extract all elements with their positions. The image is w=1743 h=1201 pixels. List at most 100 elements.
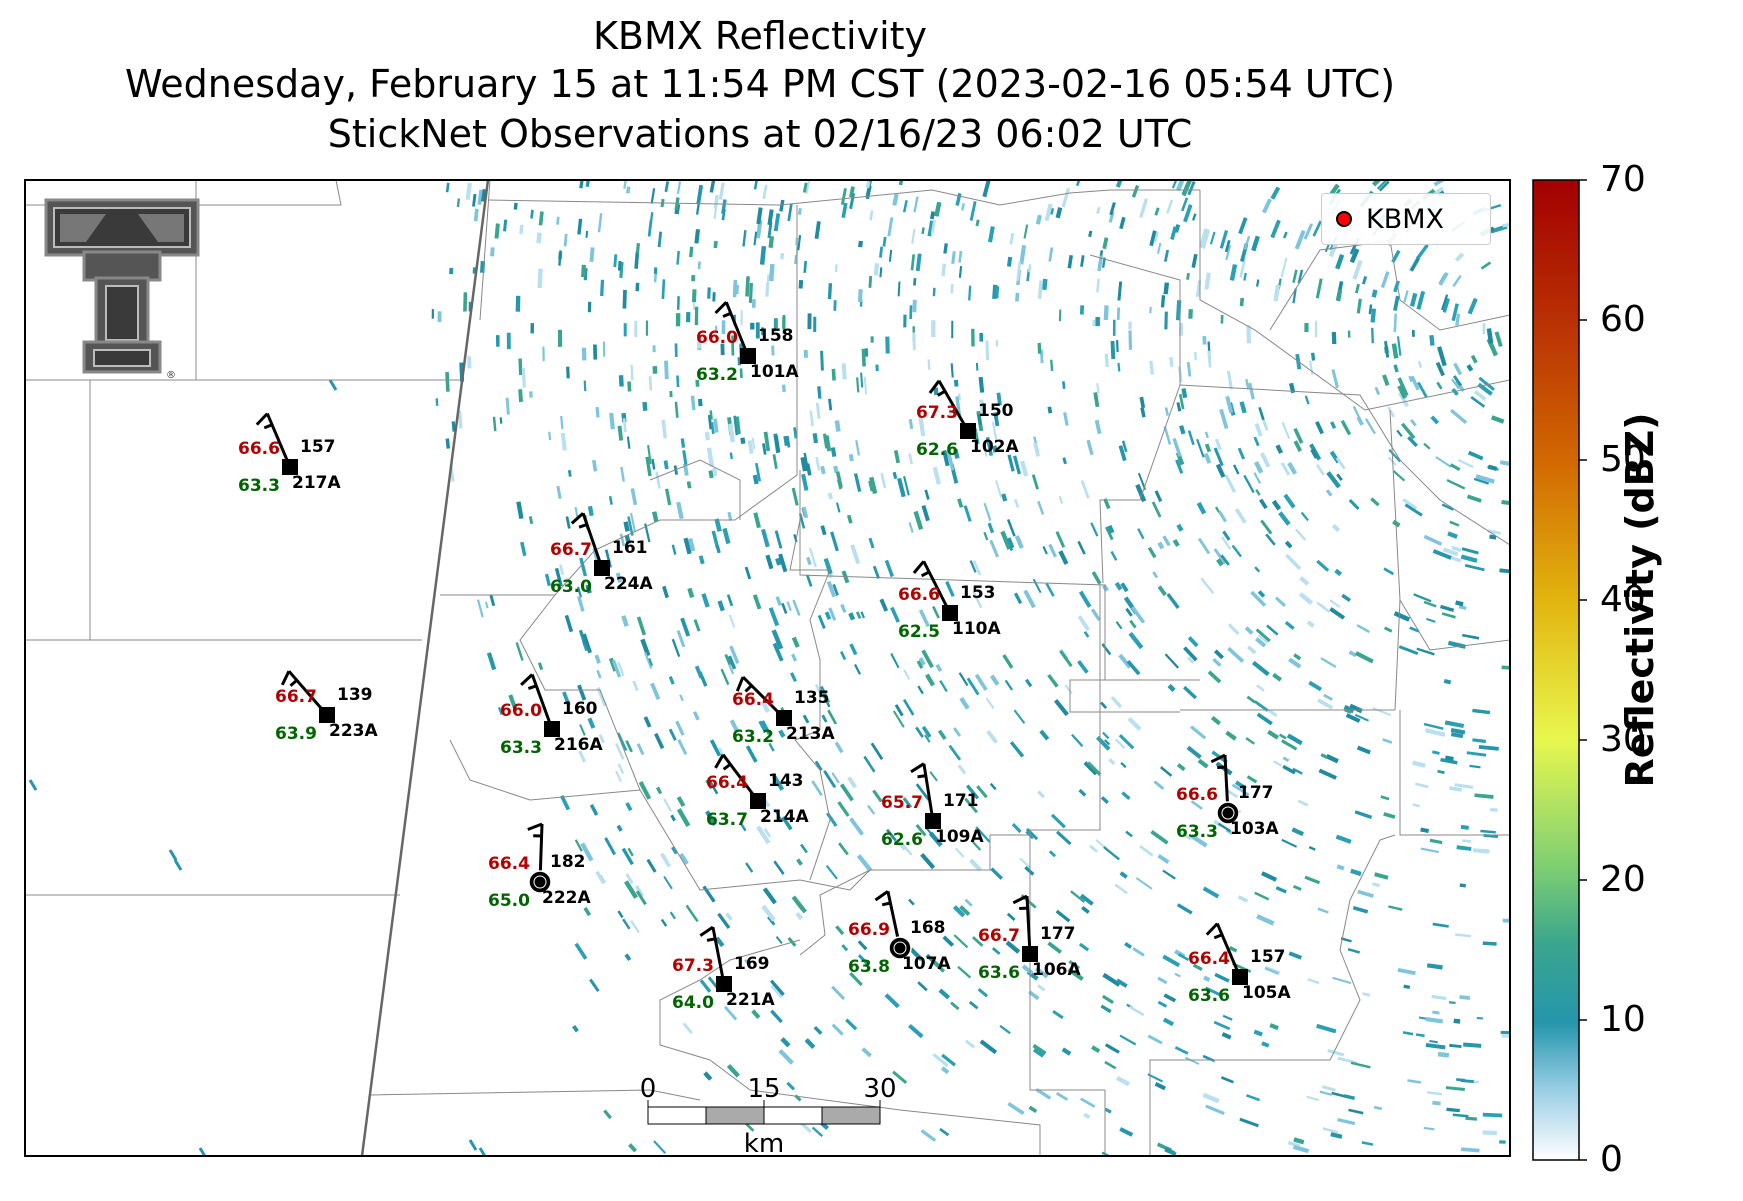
station-marker-calm-circle bbox=[528, 870, 552, 894]
radar-echo bbox=[1409, 292, 1418, 307]
radar-echo bbox=[1292, 767, 1303, 775]
radar-echo bbox=[992, 947, 1001, 955]
radar-echo bbox=[964, 1039, 976, 1049]
radar-echo bbox=[813, 1025, 823, 1035]
station-wind-direction: 168 bbox=[910, 918, 946, 938]
radar-echo bbox=[985, 340, 990, 361]
radar-echo bbox=[627, 381, 632, 392]
radar-echo bbox=[1300, 511, 1309, 522]
radar-echo bbox=[1007, 1101, 1025, 1116]
radar-echo bbox=[753, 231, 758, 246]
radar-echo bbox=[797, 234, 802, 251]
radar-echo bbox=[1383, 567, 1395, 576]
radar-echo bbox=[831, 368, 836, 381]
radar-echo bbox=[728, 614, 736, 628]
radar-echo bbox=[1380, 795, 1390, 801]
radar-echo bbox=[1354, 713, 1370, 722]
radar-echo bbox=[1199, 228, 1208, 248]
radar-echo bbox=[1225, 730, 1237, 741]
radar-echo bbox=[1288, 951, 1302, 960]
radar-echo bbox=[1452, 274, 1462, 288]
radar-echo bbox=[1119, 871, 1128, 879]
station-wind-direction: 143 bbox=[768, 771, 804, 791]
wind-barb-flag bbox=[699, 925, 714, 937]
wind-barb-flag bbox=[735, 676, 745, 692]
radar-echo bbox=[770, 984, 784, 999]
radar-echo bbox=[917, 981, 928, 992]
wind-barb-flag bbox=[578, 523, 588, 529]
radar-echo bbox=[1356, 624, 1371, 634]
radar-echo bbox=[1320, 753, 1328, 759]
radar-echo bbox=[822, 433, 829, 449]
radar-echo bbox=[1432, 1100, 1441, 1106]
radar-echo bbox=[1035, 1088, 1052, 1100]
radar-echo bbox=[808, 547, 817, 568]
wind-barb-staff bbox=[1025, 896, 1032, 955]
radar-echo bbox=[685, 904, 699, 923]
radar-echo bbox=[1006, 518, 1016, 537]
radar-echo bbox=[990, 867, 1003, 880]
radar-echo bbox=[1331, 523, 1341, 533]
radar-echo bbox=[1239, 1117, 1259, 1128]
radar-echo bbox=[1225, 244, 1232, 261]
radar-echo bbox=[929, 771, 938, 782]
radar-echo bbox=[1229, 264, 1238, 281]
radar-echo bbox=[579, 724, 586, 736]
radar-echo bbox=[958, 250, 963, 263]
radar-echo bbox=[1222, 1014, 1233, 1021]
radar-echo bbox=[1243, 474, 1255, 494]
radar-echo bbox=[572, 1024, 579, 1033]
radar-echo bbox=[1442, 547, 1459, 557]
radar-echo bbox=[1372, 707, 1392, 717]
station-temperature: 66.9 bbox=[848, 920, 890, 940]
radar-echo bbox=[1192, 213, 1197, 221]
wind-barb-flag bbox=[570, 512, 585, 525]
radar-echo bbox=[932, 605, 940, 619]
radar-echo bbox=[1416, 243, 1429, 260]
radar-echo bbox=[536, 232, 542, 244]
radar-echo bbox=[1103, 846, 1120, 861]
radar-echo bbox=[786, 1081, 796, 1091]
radar-echo bbox=[952, 905, 966, 918]
radar-echo bbox=[1093, 392, 1100, 408]
scale-bar: 0 15 30 km bbox=[640, 1074, 897, 1159]
radar-echo bbox=[1288, 657, 1302, 669]
radar-echo bbox=[1307, 978, 1320, 985]
radar-echo bbox=[752, 474, 759, 485]
radar-echo bbox=[950, 1001, 960, 1011]
radar-echo bbox=[486, 652, 497, 671]
radar-echo bbox=[1019, 245, 1027, 265]
radar-echo bbox=[999, 1024, 1011, 1035]
radar-echo bbox=[608, 495, 613, 505]
radar-echo bbox=[740, 823, 747, 832]
radar-echo bbox=[1061, 1047, 1072, 1056]
radar-echo bbox=[1130, 606, 1146, 624]
radar-echo bbox=[1326, 471, 1341, 489]
radar-echo bbox=[927, 220, 934, 237]
radar-echo bbox=[1118, 445, 1127, 462]
radar-echo bbox=[846, 514, 853, 524]
radar-echo bbox=[629, 512, 637, 533]
radar-echo bbox=[1460, 1147, 1480, 1153]
radar-echo bbox=[805, 180, 811, 194]
radar-echo bbox=[560, 432, 567, 451]
radar-echo bbox=[669, 911, 677, 920]
radar-echo bbox=[1251, 235, 1260, 252]
radar-echo bbox=[615, 572, 623, 583]
station-wind-direction: 182 bbox=[550, 852, 586, 872]
radar-echo bbox=[1216, 558, 1224, 567]
radar-echo bbox=[1335, 456, 1346, 470]
radar-echo bbox=[563, 233, 568, 247]
radar-echo bbox=[1077, 540, 1086, 555]
radar-echo bbox=[528, 516, 534, 525]
radar-echo bbox=[580, 842, 594, 862]
radar-echo bbox=[680, 617, 691, 637]
radar-echo bbox=[1086, 439, 1094, 456]
radar-echo bbox=[1004, 679, 1014, 691]
radar-echo bbox=[615, 743, 625, 760]
radar-echo bbox=[1441, 612, 1456, 619]
radar-echo bbox=[983, 531, 989, 541]
radar-echo bbox=[773, 213, 781, 232]
radar-echo bbox=[729, 719, 740, 734]
radar-echo bbox=[1005, 940, 1021, 954]
